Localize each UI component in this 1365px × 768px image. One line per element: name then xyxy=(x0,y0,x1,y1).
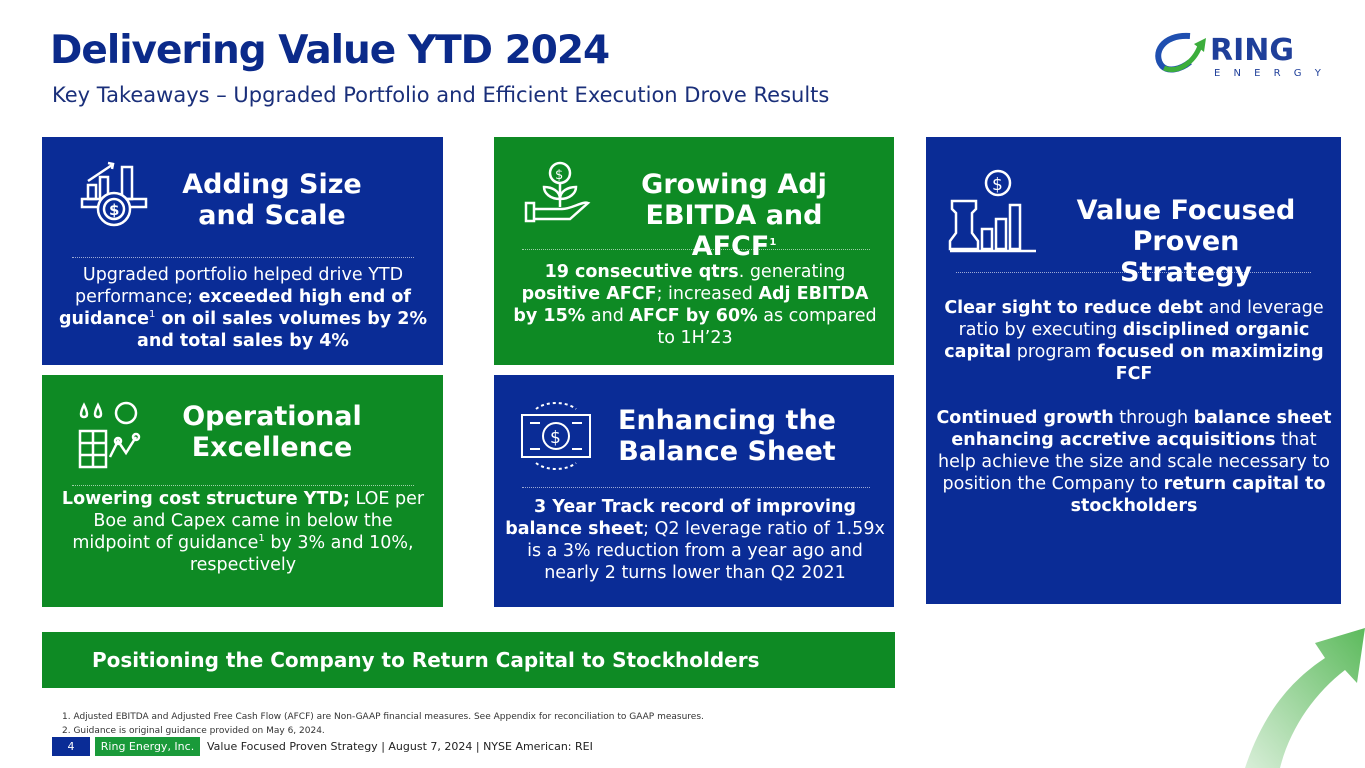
divider xyxy=(956,272,1311,273)
bold-text: Clear sight to reduce debt xyxy=(944,298,1204,318)
money-cycle-icon: $ xyxy=(521,402,591,470)
text: through xyxy=(1113,408,1194,428)
card-title-text: Growing Adj EBITDA and AFCF xyxy=(641,169,827,262)
svg-text:$: $ xyxy=(109,201,119,219)
card-value-focused: $ Value Focused Proven Strategy Clear si… xyxy=(926,137,1341,604)
card-title: Enhancing the Balance Sheet xyxy=(618,405,836,467)
divider xyxy=(72,257,414,258)
card-body: Clear sight to reduce debt and leverage … xyxy=(942,297,1326,385)
bold-text: disciplined organic capital xyxy=(944,320,1310,362)
page-title: Delivering Value YTD 2024 xyxy=(50,28,610,73)
card-body: Lowering cost structure YTD; LOE per Boe… xyxy=(58,488,428,576)
bold-text: exceeded high end of guidance xyxy=(58,287,411,329)
divider xyxy=(72,485,414,486)
text: ; increased xyxy=(656,284,759,304)
growth-arrow-icon xyxy=(1245,628,1365,768)
bold-text: return capital to stockholders xyxy=(1070,474,1326,516)
footer-text: Value Focused Proven Strategy | August 7… xyxy=(207,740,593,753)
divider xyxy=(522,487,870,488)
card-operational-excellence: Operational Excellence Lowering cost str… xyxy=(42,375,443,607)
bold-text: 19 consecutive qtrs xyxy=(544,262,739,282)
footnote-ref: 1 xyxy=(769,237,777,248)
card-body: Upgraded portfolio helped drive YTD perf… xyxy=(54,264,432,352)
bold-text: AFCF by 60% xyxy=(629,306,758,326)
text: ; Q2 leverage ratio of 1.59x is a 3% red… xyxy=(527,519,885,583)
text: by 3% and 10%, respectively xyxy=(189,533,414,575)
footnote-ref: 1 xyxy=(149,309,156,321)
oil-drop-pipeline-icon xyxy=(78,401,141,469)
bold-text: Continued growth xyxy=(936,408,1114,428)
card-adding-size-scale: $ Adding Size and Scale Upgraded portfol… xyxy=(42,137,443,365)
text: Upgraded portfolio helped drive YTD perf… xyxy=(75,265,404,307)
svg-text:RING: RING xyxy=(1210,33,1294,68)
divider xyxy=(522,249,870,250)
company-name: Ring Energy, Inc. xyxy=(95,737,200,756)
bold-text: Lowering cost structure YTD; xyxy=(61,489,350,509)
text: LOE per Boe and Capex came in below the … xyxy=(72,489,425,553)
text: that help achieve the size and scale nec… xyxy=(938,430,1330,494)
footnote-1: 1. Adjusted EBITDA and Adjusted Free Cas… xyxy=(62,712,704,722)
text: and xyxy=(585,306,630,326)
growth-chart-coin-icon: $ xyxy=(80,161,148,227)
bold-text: balance sheet enhancing accretive acquis… xyxy=(951,408,1332,450)
bold-text: on oil sales volumes by 2% and total sal… xyxy=(137,309,428,351)
page-subtitle: Key Takeaways – Upgraded Portfolio and E… xyxy=(52,83,830,107)
card-title: Operational Excellence xyxy=(182,401,362,463)
svg-text:$: $ xyxy=(555,168,563,183)
ring-energy-logo: RING E N E R G Y xyxy=(1155,32,1326,79)
card-title: Value Focused Proven Strategy xyxy=(1076,195,1296,288)
footnotes: 1. Adjusted EBITDA and Adjusted Free Cas… xyxy=(62,710,704,738)
text: program xyxy=(1011,342,1098,362)
page-number: 4 xyxy=(52,737,90,756)
card-enhancing-balance-sheet: $ Enhancing the Balance Sheet 3 Year Tra… xyxy=(494,375,894,607)
banner-return-capital: Positioning the Company to Return Capita… xyxy=(42,632,895,688)
card-body: 3 Year Track record of improving balance… xyxy=(502,496,888,584)
bold-text: focused on maximizing FCF xyxy=(1097,342,1324,384)
text: . generating xyxy=(738,262,846,282)
card-body-2: Continued growth through balance sheet e… xyxy=(934,407,1334,517)
chess-rook-chart-icon: $ xyxy=(948,169,1036,253)
bold-text: positive AFCF xyxy=(521,284,657,304)
svg-text:$: $ xyxy=(992,175,1003,195)
card-title: Growing Adj EBITDA and AFCF1 xyxy=(604,169,864,262)
text: as compared to 1H’23 xyxy=(657,306,877,348)
card-title: Adding Size and Scale xyxy=(182,169,362,231)
text: and leverage ratio by executing xyxy=(958,298,1324,340)
svg-text:$: $ xyxy=(550,428,561,448)
bold-text: 3 Year Track record of improving balance… xyxy=(505,497,856,539)
bold-text: Adj EBITDA by 15% xyxy=(513,284,869,326)
svg-text:E N E R G Y: E N E R G Y xyxy=(1214,68,1326,79)
footnote-ref: 1 xyxy=(258,533,265,545)
card-growing-ebitda: $ Growing Adj EBITDA and AFCF1 19 consec… xyxy=(494,137,894,365)
footnote-2: 2. Guidance is original guidance provide… xyxy=(62,726,325,736)
money-plant-hand-icon: $ xyxy=(524,161,591,223)
card-body: 19 consecutive qtrs. generating positive… xyxy=(510,261,880,349)
